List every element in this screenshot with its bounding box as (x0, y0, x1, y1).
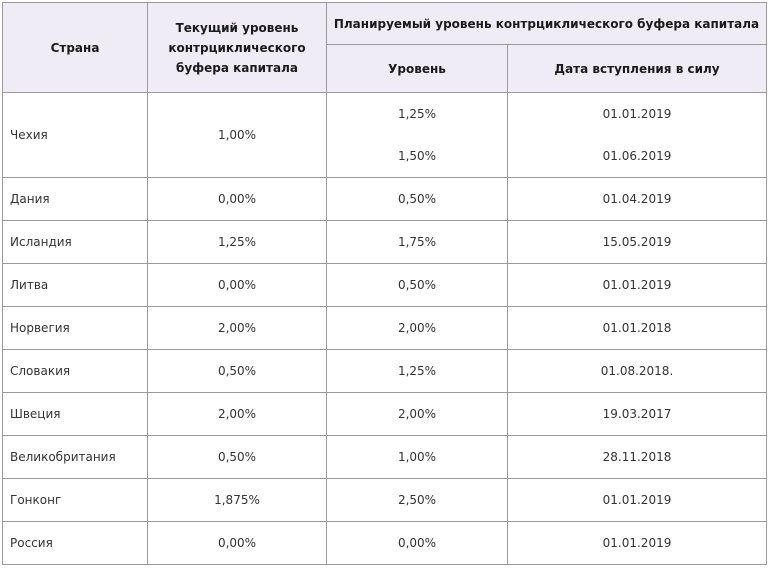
current-level-cell: 0,50% (147, 435, 327, 479)
table-row: Дания 0,00% 0,50% 01.04.2019 (2, 177, 767, 221)
header-planned-level: Планируемый уровень контрциклического бу… (326, 2, 767, 45)
current-level-cell: 2,00% (147, 306, 327, 350)
country-cell: Гонконг (2, 478, 148, 522)
country-cell: Словакия (2, 349, 148, 393)
effective-date-value: 01.01.2019 (602, 107, 672, 121)
effective-date-cell: 01.08.2018. (507, 349, 767, 393)
planned-level-cell: 2,50% (326, 478, 508, 522)
table-row: Россия 0,00% 0,00% 01.01.2019 (2, 521, 767, 565)
current-level-cell: 2,00% (147, 392, 327, 436)
current-level-cell: 0,00% (147, 521, 327, 565)
table-row: Исландия 1,25% 1,75% 15.05.2019 (2, 220, 767, 264)
table-row: Гонконг 1,875% 2,50% 01.01.2019 (2, 478, 767, 522)
effective-date-cell: 01.04.2019 (507, 177, 767, 221)
country-cell: Великобритания (2, 435, 148, 479)
country-cell: Литва (2, 263, 148, 307)
country-cell: Исландия (2, 220, 148, 264)
header-level: Уровень (326, 44, 508, 93)
table-body: Чехия 1,00% 1,25% 1,50% 01.01.2019 01.06… (2, 92, 767, 565)
table-row: Литва 0,00% 0,50% 01.01.2019 (2, 263, 767, 307)
planned-level-cell: 0,50% (326, 263, 508, 307)
planned-level-cell: 1,25% (326, 349, 508, 393)
effective-date-cell: 01.01.2018 (507, 306, 767, 350)
effective-date-cell: 15.05.2019 (507, 220, 767, 264)
header-current-level: Текущий уровень контрциклического буфера… (147, 2, 327, 93)
effective-date-cell: 01.01.2019 (507, 478, 767, 522)
planned-level-value: 1,50% (397, 149, 437, 163)
planned-level-cell: 0,50% (326, 177, 508, 221)
effective-date-cell: 01.01.2019 (507, 263, 767, 307)
planned-level-cell: 1,00% (326, 435, 508, 479)
current-level-cell: 0,00% (147, 177, 327, 221)
planned-level-cell: 1,75% (326, 220, 508, 264)
country-cell: Дания (2, 177, 148, 221)
current-level-cell: 0,50% (147, 349, 327, 393)
current-level-cell: 1,25% (147, 220, 327, 264)
header-country: Страна (2, 2, 148, 93)
country-cell: Россия (2, 521, 148, 565)
effective-date-cell: 19.03.2017 (507, 392, 767, 436)
planned-level-cell: 2,00% (326, 306, 508, 350)
country-cell: Чехия (2, 92, 148, 178)
table-row: Норвегия 2,00% 2,00% 01.01.2018 (2, 306, 767, 350)
table-row: Великобритания 0,50% 1,00% 28.11.2018 (2, 435, 767, 479)
effective-date-value: 01.06.2019 (602, 149, 672, 163)
effective-date-cell: 28.11.2018 (507, 435, 767, 479)
current-level-cell: 0,00% (147, 263, 327, 307)
table-row: Швеция 2,00% 2,00% 19.03.2017 (2, 392, 767, 436)
planned-level-value: 1,25% (397, 107, 437, 121)
effective-date-cell: 01.01.2019 01.06.2019 (507, 92, 767, 178)
country-cell: Швеция (2, 392, 148, 436)
planned-level-cell: 1,25% 1,50% (326, 92, 508, 178)
header-effective-date: Дата вступления в силу (507, 44, 767, 93)
current-level-cell: 1,875% (147, 478, 327, 522)
country-cell: Норвегия (2, 306, 148, 350)
current-level-cell: 1,00% (147, 92, 327, 178)
planned-level-cell: 0,00% (326, 521, 508, 565)
table-row: Чехия 1,00% 1,25% 1,50% 01.01.2019 01.06… (2, 92, 767, 178)
effective-date-cell: 01.01.2019 (507, 521, 767, 565)
planned-level-cell: 2,00% (326, 392, 508, 436)
table-row: Словакия 0,50% 1,25% 01.08.2018. (2, 349, 767, 393)
